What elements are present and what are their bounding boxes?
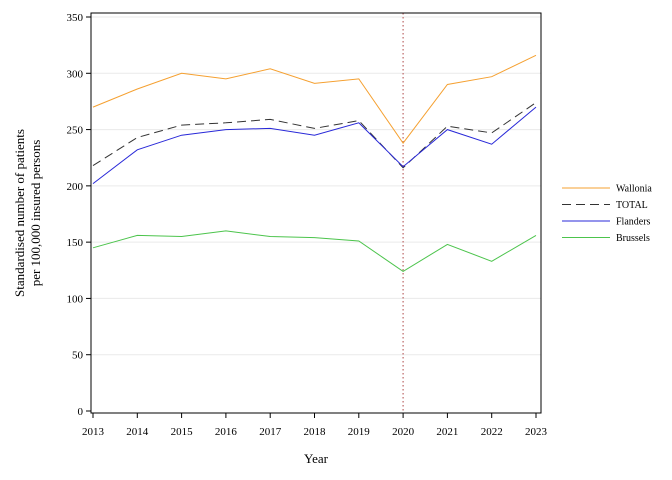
legend-label-wallonia: Wallonia: [616, 184, 652, 195]
x-tick-label-2017: 2017: [259, 426, 282, 438]
x-axis: 2013 2014 2015 2016 2017 2018 2019 2020 2021 2022…: [82, 413, 548, 438]
gridlines: [91, 16, 541, 356]
legend: Wallonia TOTAL Flanders Brussels: [562, 184, 652, 244]
series-line-wallonia: [92, 54, 537, 144]
series-line-brussels: [92, 230, 537, 272]
y-tick-label-150: 150: [67, 237, 84, 249]
plot-frame: [90, 12, 542, 414]
y-tick-label-350: 350: [67, 12, 84, 24]
y-tick-label-50: 50: [72, 350, 84, 362]
x-tick-label-2016: 2016: [215, 426, 238, 438]
x-tick-label-2018: 2018: [304, 426, 327, 438]
legend-label-flanders: Flanders: [616, 217, 651, 228]
y-axis: 0 50 100 150 200 250 300 350: [67, 12, 91, 418]
x-tick-label-2022: 2022: [481, 426, 503, 438]
y-tick-label-250: 250: [67, 125, 84, 137]
y-tick-label-200: 200: [67, 181, 84, 193]
x-tick-label-2023: 2023: [525, 426, 548, 438]
y-tick-label-0: 0: [78, 406, 84, 418]
y-tick-label-300: 300: [67, 68, 84, 80]
series-lines: [92, 54, 537, 272]
x-tick-label-2020: 2020: [392, 426, 415, 438]
y-tick-label-100: 100: [67, 293, 84, 305]
series-line-total: [92, 102, 537, 169]
x-tick-label-2021: 2021: [436, 426, 458, 438]
x-tick-label-2019: 2019: [348, 426, 371, 438]
legend-label-brussels: Brussels: [616, 233, 650, 244]
x-axis-title: Year: [304, 451, 329, 466]
legend-label-total: TOTAL: [616, 200, 648, 211]
x-tick-label-2014: 2014: [126, 426, 149, 438]
y-axis-title-line-1: Standardised number of patients: [12, 129, 27, 297]
series-line-flanders: [92, 106, 537, 184]
x-tick-label-2015: 2015: [171, 426, 194, 438]
x-tick-label-2013: 2013: [82, 426, 105, 438]
y-axis-title-line-2: per 100,000 insured persons: [28, 140, 43, 287]
